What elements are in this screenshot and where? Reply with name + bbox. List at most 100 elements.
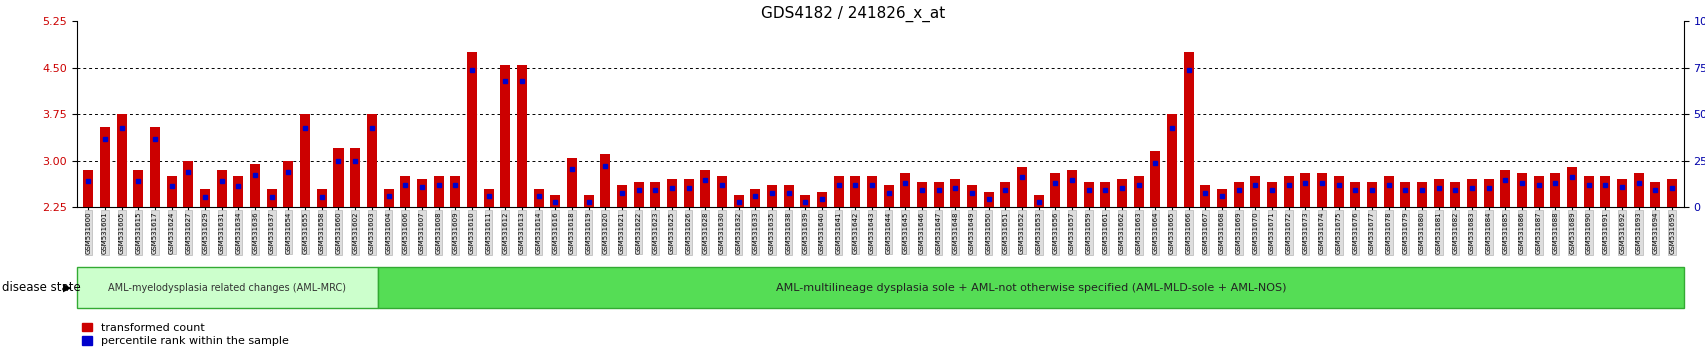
Legend: transformed count, percentile rank within the sample: transformed count, percentile rank withi…: [82, 323, 288, 346]
Text: AML-multilineage dysplasia sole + AML-not otherwise specified (AML-MLD-sole + AM: AML-multilineage dysplasia sole + AML-no…: [776, 282, 1286, 293]
Bar: [416, 179, 426, 207]
Bar: [101, 127, 111, 207]
Bar: [1083, 182, 1093, 207]
Bar: [1016, 167, 1026, 207]
Bar: [1533, 176, 1543, 207]
Bar: [534, 189, 544, 207]
Bar: [866, 176, 876, 207]
Bar: [1200, 185, 1209, 207]
Bar: [1449, 182, 1459, 207]
Bar: [167, 176, 177, 207]
Bar: [77, 267, 379, 308]
Bar: [350, 148, 360, 207]
Bar: [517, 65, 527, 207]
Bar: [450, 176, 460, 207]
Bar: [1166, 114, 1176, 207]
Bar: [332, 148, 343, 207]
Bar: [467, 52, 477, 207]
Bar: [1649, 182, 1659, 207]
Bar: [800, 195, 810, 207]
Bar: [566, 158, 576, 207]
Bar: [916, 182, 926, 207]
Bar: [234, 176, 244, 207]
Bar: [684, 179, 694, 207]
Bar: [1183, 52, 1194, 207]
Bar: [733, 195, 743, 207]
Bar: [1582, 176, 1592, 207]
Bar: [1100, 182, 1110, 207]
Bar: [834, 176, 844, 207]
Bar: [266, 189, 276, 207]
Text: AML-myelodysplasia related changes (AML-MRC): AML-myelodysplasia related changes (AML-…: [109, 282, 346, 293]
Bar: [184, 161, 193, 207]
Bar: [650, 182, 660, 207]
Bar: [1400, 182, 1410, 207]
Bar: [1350, 182, 1359, 207]
Bar: [551, 195, 559, 207]
Bar: [300, 114, 310, 207]
Bar: [1616, 179, 1627, 207]
Bar: [950, 179, 960, 207]
Bar: [583, 195, 593, 207]
Bar: [317, 189, 327, 207]
Bar: [401, 176, 409, 207]
Bar: [1550, 173, 1560, 207]
Bar: [699, 170, 709, 207]
Bar: [999, 182, 1009, 207]
Bar: [1516, 173, 1526, 207]
Bar: [199, 189, 210, 207]
Bar: [767, 185, 776, 207]
Bar: [379, 267, 1683, 308]
Bar: [783, 185, 793, 207]
Bar: [1066, 170, 1076, 207]
Bar: [483, 189, 493, 207]
Bar: [1250, 176, 1260, 207]
Bar: [900, 173, 910, 207]
Bar: [716, 176, 726, 207]
Bar: [1633, 173, 1644, 207]
Bar: [84, 170, 94, 207]
Bar: [1316, 173, 1326, 207]
Text: ▶: ▶: [63, 282, 72, 293]
Bar: [600, 154, 610, 207]
Bar: [849, 176, 859, 207]
Bar: [433, 176, 443, 207]
Bar: [967, 185, 977, 207]
Bar: [217, 170, 227, 207]
Bar: [1282, 176, 1292, 207]
Bar: [883, 185, 893, 207]
Bar: [1666, 179, 1676, 207]
Bar: [367, 114, 377, 207]
Bar: [1500, 170, 1509, 207]
Bar: [1050, 173, 1061, 207]
Bar: [750, 189, 760, 207]
Bar: [633, 182, 643, 207]
Bar: [984, 192, 992, 207]
Bar: [251, 164, 259, 207]
Bar: [1134, 176, 1142, 207]
Bar: [116, 114, 126, 207]
Bar: [933, 182, 943, 207]
Bar: [1299, 173, 1309, 207]
Bar: [150, 127, 160, 207]
Bar: [283, 161, 293, 207]
Bar: [1117, 179, 1127, 207]
Bar: [817, 192, 827, 207]
Bar: [1333, 176, 1344, 207]
Text: disease state: disease state: [2, 281, 80, 294]
Bar: [1233, 182, 1243, 207]
Bar: [500, 65, 510, 207]
Bar: [384, 189, 394, 207]
Bar: [1432, 179, 1442, 207]
Bar: [1366, 182, 1376, 207]
Bar: [667, 179, 677, 207]
Bar: [1216, 189, 1226, 207]
Bar: [1149, 152, 1159, 207]
Text: GDS4182 / 241826_x_at: GDS4182 / 241826_x_at: [760, 5, 945, 22]
Bar: [1567, 167, 1575, 207]
Bar: [1267, 182, 1277, 207]
Bar: [617, 185, 626, 207]
Bar: [1466, 179, 1477, 207]
Bar: [1599, 176, 1610, 207]
Bar: [1383, 176, 1393, 207]
